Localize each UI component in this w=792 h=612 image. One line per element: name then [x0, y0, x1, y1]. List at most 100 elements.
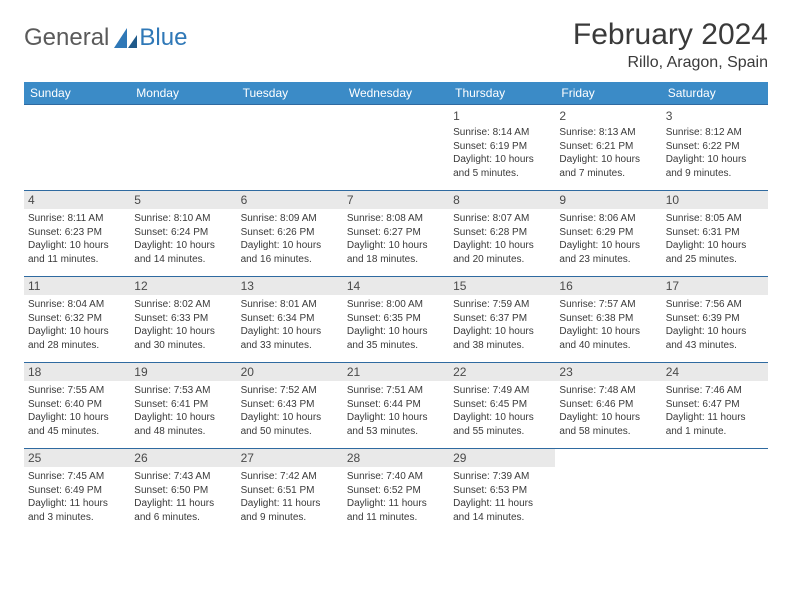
calendar-cell: 16Sunrise: 7:57 AMSunset: 6:38 PMDayligh…: [555, 277, 661, 363]
logo-text-1: General: [24, 24, 109, 52]
calendar-cell: 24 Sunrise: 7:46 AMSunset: 6:47 PMDayligh…: [662, 363, 768, 449]
calendar-cell: 15 Sunrise: 7:59 AMSunset: 6:37 PMDayligh…: [449, 277, 555, 363]
calendar-cell: 29 Sunrise: 7:39 AMSunset: 6:53 PMDayligh…: [449, 449, 555, 535]
day-number: 2: [559, 108, 657, 124]
day-info: Sunrise: 8:00 AMSunset: 6:35 PMDaylight:…: [347, 298, 445, 352]
calendar-row: 25 Sunrise: 7:45 AMSunset: 6:49 PMDayligh…: [24, 449, 768, 535]
calendar-row: 4Sunrise: 8:11 AMSunset: 6:23 PMDaylight…: [24, 191, 768, 277]
day-info: Sunrise: 7:52 AMSunset: 6:43 PMDaylight:…: [241, 384, 339, 438]
weekday-header: Thursday: [449, 82, 555, 105]
day-info: Sunrise: 7:45 AMSunset: 6:49 PMDaylight:…: [28, 470, 126, 524]
calendar-header-row: SundayMondayTuesdayWednesdayThursdayFrid…: [24, 82, 768, 105]
calendar-cell: 26 Sunrise: 7:43 AMSunset: 6:50 PMDayligh…: [130, 449, 236, 535]
day-number: 5: [130, 191, 236, 209]
day-number: 17: [662, 277, 768, 295]
day-number: 25: [24, 449, 130, 467]
day-number: 7: [343, 191, 449, 209]
title-block: February 2024 Rillo, Aragon, Spain: [573, 18, 768, 72]
calendar-cell: 23Sunrise: 7:48 AMSunset: 6:46 PMDayligh…: [555, 363, 661, 449]
calendar-body: 1 Sunrise: 8:14 AMSunset: 6:19 PMDaylight…: [24, 105, 768, 535]
day-number: 12: [130, 277, 236, 295]
calendar-cell: 6 Sunrise: 8:09 AMSunset: 6:26 PMDaylight…: [237, 191, 343, 277]
day-info: Sunrise: 8:02 AMSunset: 6:33 PMDaylight:…: [134, 298, 232, 352]
day-info: Sunrise: 8:04 AMSunset: 6:32 PMDaylight:…: [28, 298, 126, 352]
day-info: Sunrise: 7:48 AMSunset: 6:46 PMDaylight:…: [559, 384, 657, 438]
calendar-cell: 21Sunrise: 7:51 AMSunset: 6:44 PMDayligh…: [343, 363, 449, 449]
day-number: 24: [662, 363, 768, 381]
weekday-header: Wednesday: [343, 82, 449, 105]
day-info: Sunrise: 8:11 AMSunset: 6:23 PMDaylight:…: [28, 212, 126, 266]
day-number: 27: [237, 449, 343, 467]
day-number: 8: [449, 191, 555, 209]
calendar-cell: 18 Sunrise: 7:55 AMSunset: 6:40 PMDayligh…: [24, 363, 130, 449]
calendar-cell: 1 Sunrise: 8:14 AMSunset: 6:19 PMDaylight…: [449, 105, 555, 191]
calendar-cell: 22Sunrise: 7:49 AMSunset: 6:45 PMDayligh…: [449, 363, 555, 449]
day-number: 28: [343, 449, 449, 467]
day-number: 13: [237, 277, 343, 295]
day-number: 26: [130, 449, 236, 467]
day-number: 6: [237, 191, 343, 209]
calendar-cell: [555, 449, 661, 535]
calendar-cell: [24, 105, 130, 191]
day-info: Sunrise: 7:51 AMSunset: 6:44 PMDaylight:…: [347, 384, 445, 438]
calendar-cell: 19 Sunrise: 7:53 AMSunset: 6:41 PMDayligh…: [130, 363, 236, 449]
calendar-cell: 9 Sunrise: 8:06 AMSunset: 6:29 PMDaylight…: [555, 191, 661, 277]
day-number: 15: [449, 277, 555, 295]
day-number: 14: [343, 277, 449, 295]
weekday-header: Saturday: [662, 82, 768, 105]
calendar-cell: 14 Sunrise: 8:00 AMSunset: 6:35 PMDayligh…: [343, 277, 449, 363]
day-number: 11: [24, 277, 130, 295]
header: General Blue February 2024 Rillo, Aragon…: [24, 18, 768, 72]
day-number: 29: [449, 449, 555, 467]
day-info: Sunrise: 7:49 AMSunset: 6:45 PMDaylight:…: [453, 384, 551, 438]
calendar-cell: 11 Sunrise: 8:04 AMSunset: 6:32 PMDayligh…: [24, 277, 130, 363]
day-number: 19: [130, 363, 236, 381]
logo-sail-icon: [113, 27, 139, 49]
calendar-cell: 27Sunrise: 7:42 AMSunset: 6:51 PMDayligh…: [237, 449, 343, 535]
calendar-cell: [130, 105, 236, 191]
weekday-header: Tuesday: [237, 82, 343, 105]
logo: General Blue: [24, 18, 187, 52]
calendar-cell: 10 Sunrise: 8:05 AMSunset: 6:31 PMDayligh…: [662, 191, 768, 277]
calendar-cell: 17Sunrise: 7:56 AMSunset: 6:39 PMDayligh…: [662, 277, 768, 363]
day-number: 1: [453, 108, 551, 124]
calendar-cell: 3 Sunrise: 8:12 AMSunset: 6:22 PMDaylight…: [662, 105, 768, 191]
day-info: Sunrise: 7:43 AMSunset: 6:50 PMDaylight:…: [134, 470, 232, 524]
day-info: Sunrise: 8:06 AMSunset: 6:29 PMDaylight:…: [559, 212, 657, 266]
day-number: 20: [237, 363, 343, 381]
weekday-header: Sunday: [24, 82, 130, 105]
calendar-cell: [343, 105, 449, 191]
location: Rillo, Aragon, Spain: [573, 54, 768, 72]
day-info: Sunrise: 7:46 AMSunset: 6:47 PMDaylight:…: [666, 384, 764, 438]
day-info: Sunrise: 7:53 AMSunset: 6:41 PMDaylight:…: [134, 384, 232, 438]
calendar-cell: 5 Sunrise: 8:10 AMSunset: 6:24 PMDaylight…: [130, 191, 236, 277]
calendar-cell: 4Sunrise: 8:11 AMSunset: 6:23 PMDaylight…: [24, 191, 130, 277]
calendar-row: 11 Sunrise: 8:04 AMSunset: 6:32 PMDayligh…: [24, 277, 768, 363]
day-info: Sunrise: 8:05 AMSunset: 6:31 PMDaylight:…: [666, 212, 764, 266]
calendar-cell: 20 Sunrise: 7:52 AMSunset: 6:43 PMDayligh…: [237, 363, 343, 449]
weekday-header: Monday: [130, 82, 236, 105]
day-info: Sunrise: 7:59 AMSunset: 6:37 PMDaylight:…: [453, 298, 551, 352]
calendar-cell: 12 Sunrise: 8:02 AMSunset: 6:33 PMDayligh…: [130, 277, 236, 363]
calendar-cell: 13Sunrise: 8:01 AMSunset: 6:34 PMDayligh…: [237, 277, 343, 363]
day-info: Sunrise: 8:10 AMSunset: 6:24 PMDaylight:…: [134, 212, 232, 266]
day-number: 9: [555, 191, 661, 209]
calendar-cell: [237, 105, 343, 191]
calendar-cell: 28Sunrise: 7:40 AMSunset: 6:52 PMDayligh…: [343, 449, 449, 535]
calendar-table: SundayMondayTuesdayWednesdayThursdayFrid…: [24, 82, 768, 535]
day-number: 18: [24, 363, 130, 381]
day-number: 3: [666, 108, 764, 124]
calendar-row: 1 Sunrise: 8:14 AMSunset: 6:19 PMDaylight…: [24, 105, 768, 191]
page-title: February 2024: [573, 18, 768, 52]
day-info: Sunrise: 8:09 AMSunset: 6:26 PMDaylight:…: [241, 212, 339, 266]
day-number: 10: [662, 191, 768, 209]
day-info: Sunrise: 7:55 AMSunset: 6:40 PMDaylight:…: [28, 384, 126, 438]
day-info: Sunrise: 8:13 AMSunset: 6:21 PMDaylight:…: [559, 126, 657, 180]
day-info: Sunrise: 7:39 AMSunset: 6:53 PMDaylight:…: [453, 470, 551, 524]
day-number: 16: [555, 277, 661, 295]
day-info: Sunrise: 8:07 AMSunset: 6:28 PMDaylight:…: [453, 212, 551, 266]
day-info: Sunrise: 8:12 AMSunset: 6:22 PMDaylight:…: [666, 126, 764, 180]
logo-text-2: Blue: [139, 24, 187, 52]
day-info: Sunrise: 8:14 AMSunset: 6:19 PMDaylight:…: [453, 126, 551, 180]
weekday-header: Friday: [555, 82, 661, 105]
